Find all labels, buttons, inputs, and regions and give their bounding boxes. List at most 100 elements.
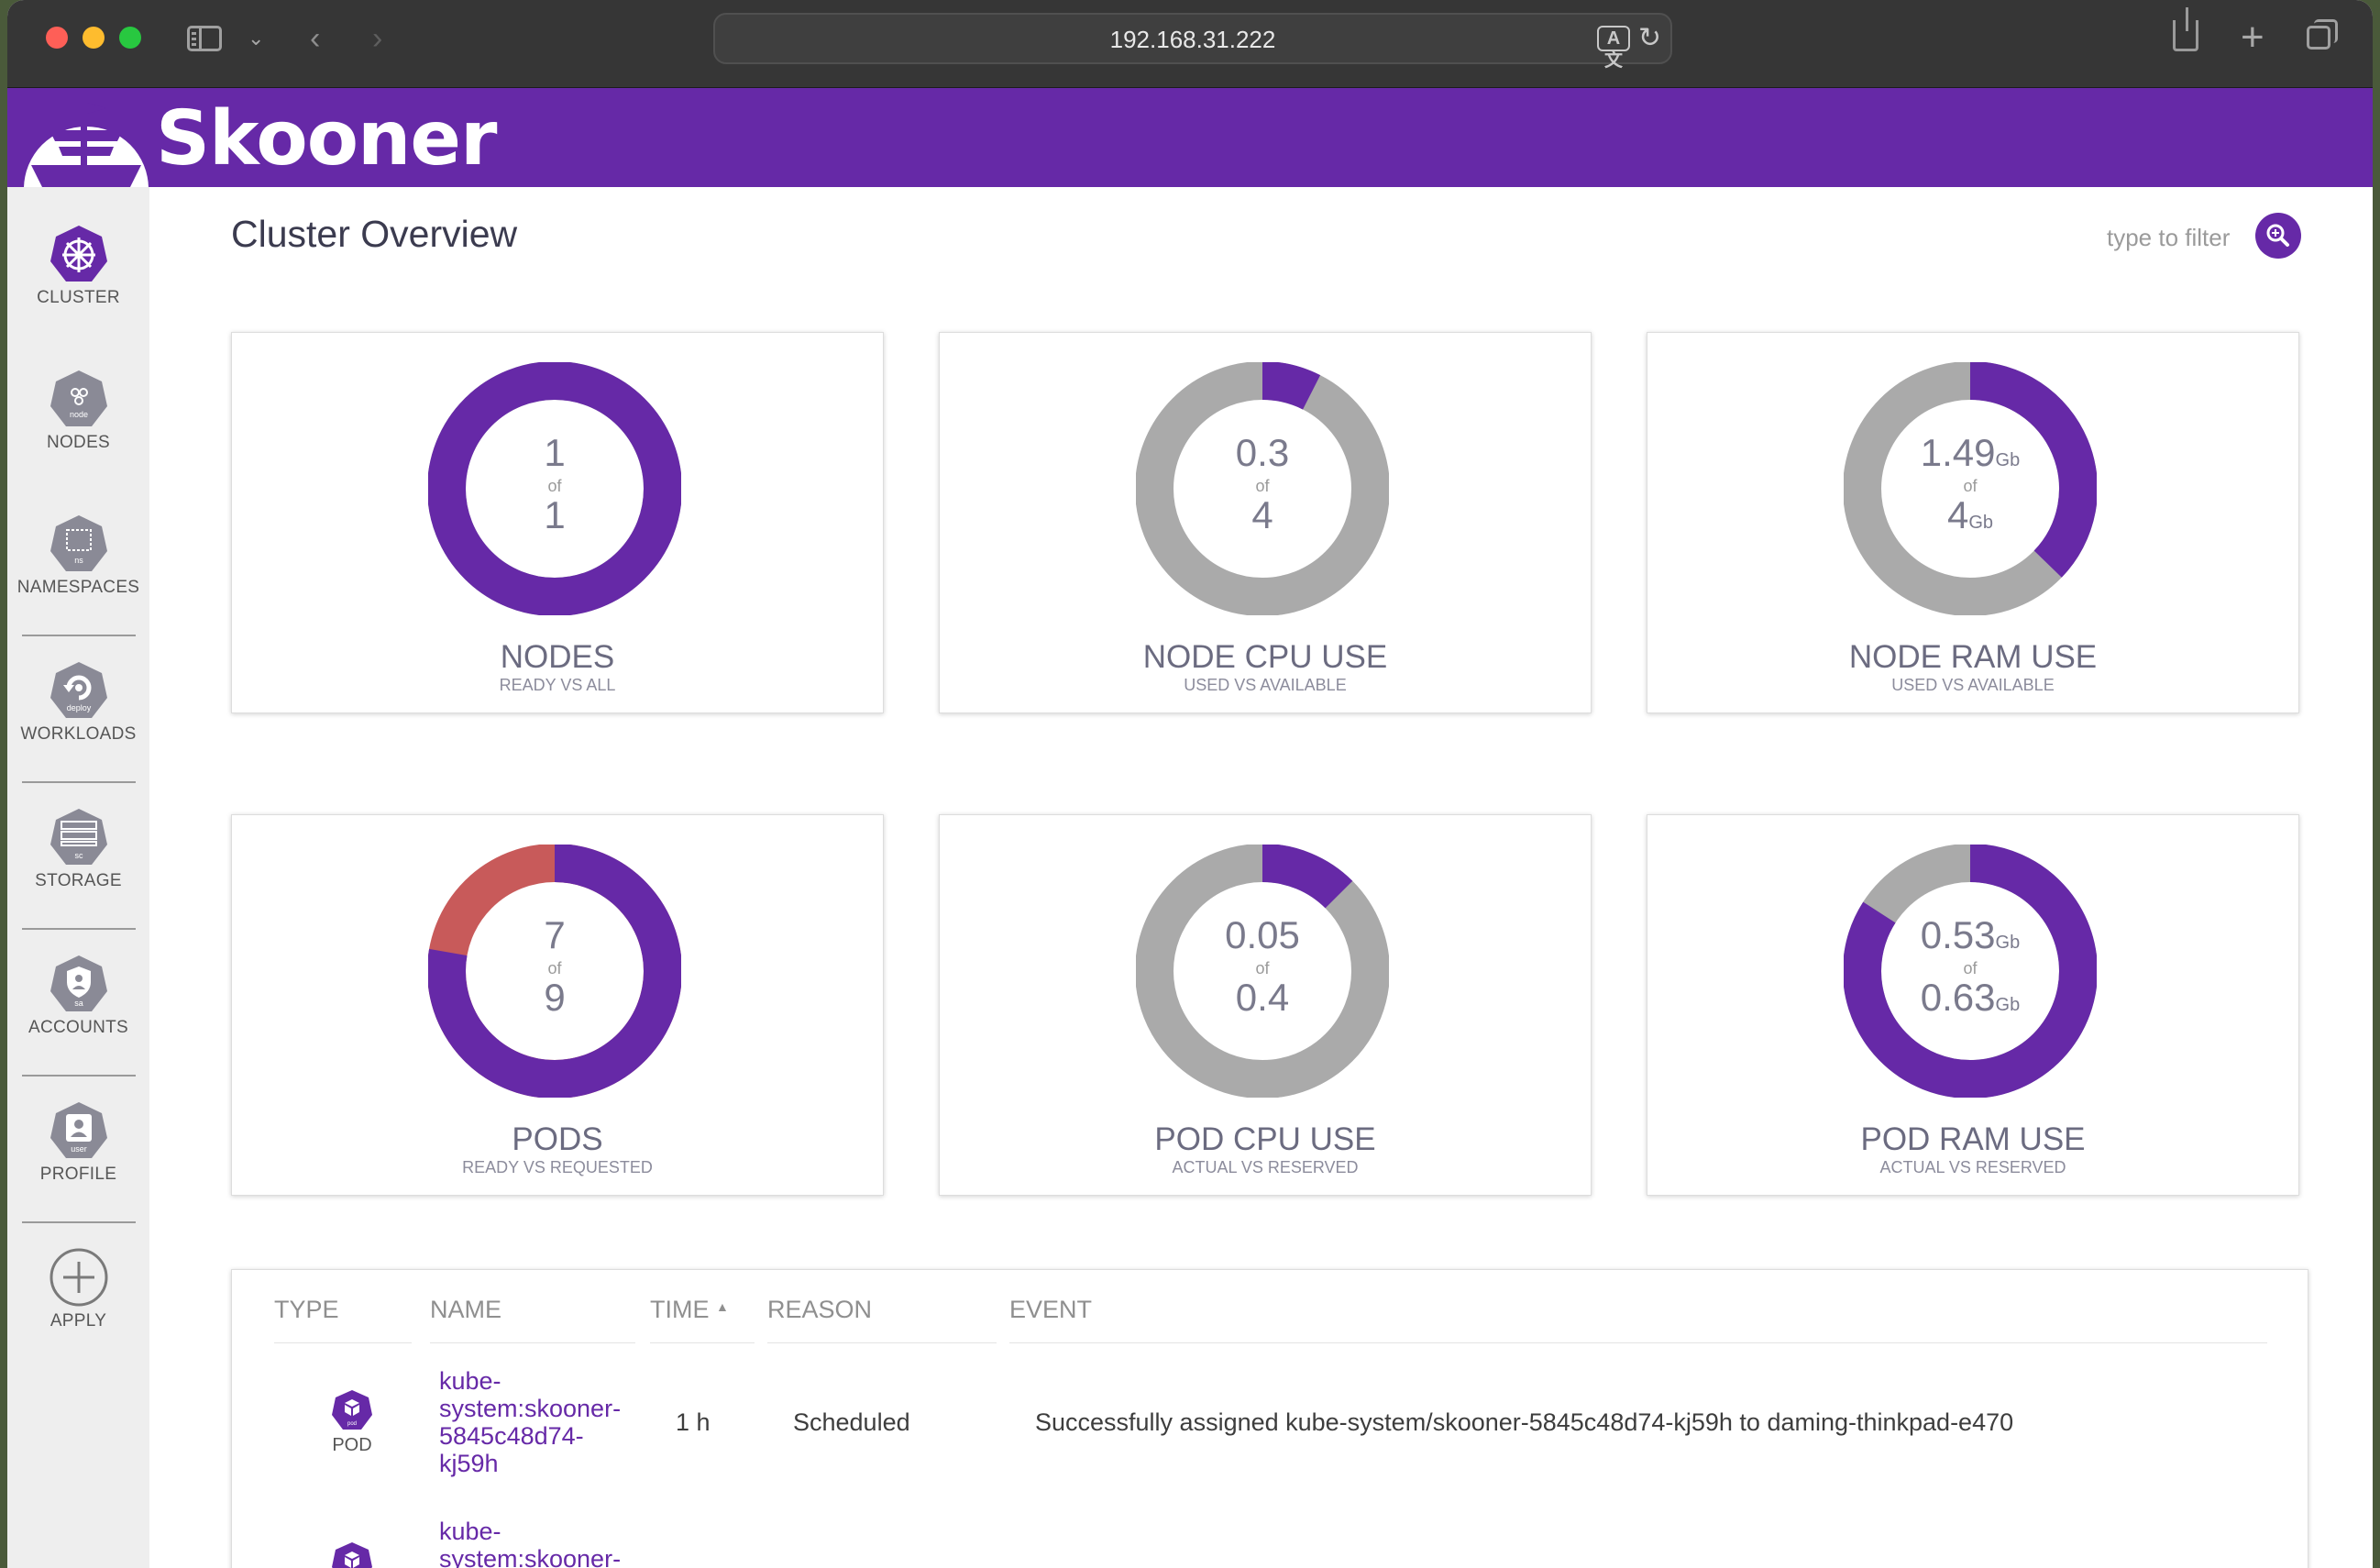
nav-label-apply: APPLY <box>50 1311 107 1331</box>
svg-text:pod: pod <box>347 1421 357 1427</box>
event-reason: Scheduled <box>793 1408 910 1436</box>
share-icon[interactable] <box>2173 7 2198 51</box>
card-value-top: 0.3 <box>1235 431 1290 474</box>
event-object-name-line: 5845c48d74- <box>439 1422 584 1450</box>
card-title: NODE CPU USE <box>1142 639 1388 675</box>
sort-ascending-icon: ▲ <box>716 1299 729 1314</box>
forward-arrow-icon[interactable]: › <box>372 21 383 56</box>
nav-item-nodes[interactable]: node NODES <box>7 369 149 453</box>
donut-values: 1 of 1 <box>428 362 681 615</box>
skooner-logo-icon[interactable] <box>22 94 150 187</box>
donut-used-arc <box>428 845 681 1098</box>
nav-item-accounts[interactable]: sa ACCOUNTS <box>7 954 149 1038</box>
card-unit: Gb <box>1968 513 1994 533</box>
nav-item-workloads[interactable]: deploy WORKLOADS <box>7 660 149 745</box>
event-object-name-line: system:skooner- <box>439 1395 622 1422</box>
column-header-time[interactable]: TIME ▲ <box>650 1296 755 1343</box>
search-button[interactable] <box>2255 213 2301 259</box>
minimize-window-button[interactable] <box>83 27 105 49</box>
donut-values: 0.3 of 4 <box>1136 362 1389 615</box>
deploy-icon: deploy <box>50 662 107 718</box>
card-node-ram[interactable]: 1.49Gb of 4Gb NODE RAM USE USED VS AVAIL… <box>1647 332 2299 713</box>
new-tab-icon[interactable]: + <box>2241 15 2264 60</box>
donut-values: 1.49Gb of 4Gb <box>1844 362 2097 615</box>
card-title: POD RAM USE <box>1860 1121 2086 1157</box>
back-arrow-icon[interactable]: ‹ <box>310 21 321 56</box>
nav-item-namespaces[interactable]: ns NAMESPACES <box>7 513 149 598</box>
maximize-window-button[interactable] <box>119 27 141 49</box>
service-account-icon: sa <box>50 955 107 1011</box>
pod-icon: pod <box>332 1390 372 1430</box>
card-value-bottom: 9 <box>544 976 566 1019</box>
nav-label-namespaces: NAMESPACES <box>17 578 140 597</box>
column-header-name[interactable]: NAME <box>430 1296 635 1343</box>
event-time: 1 h <box>676 1408 711 1436</box>
card-title: NODE RAM USE <box>1848 639 2098 675</box>
event-object-link[interactable]: kube- system:skooner- <box>439 1518 623 1568</box>
pod-icon <box>332 1542 372 1568</box>
card-nodes[interactable]: 1 of 1 NODES READY VS ALL <box>231 332 884 713</box>
kubernetes-wheel-icon <box>50 226 107 282</box>
user-icon: user <box>50 1102 107 1158</box>
card-of-label: of <box>547 477 562 495</box>
svg-text:ns: ns <box>74 556 83 565</box>
app-brand-name[interactable]: Skooner <box>156 95 497 182</box>
browser-window: ⌄ ‹ › 192.168.31.222 A文 ↻ + Skooner <box>7 0 2373 1568</box>
nav-item-cluster[interactable]: CLUSTER <box>7 224 149 308</box>
event-object-name-line: kube- <box>439 1518 501 1545</box>
card-value-bottom: 1 <box>544 493 566 536</box>
node-ram-donut-chart <box>1844 362 2097 615</box>
card-subtitle: USED VS AVAILABLE <box>1184 676 1347 694</box>
card-title: NODES <box>500 639 615 675</box>
card-value-top: 1.49 <box>1920 431 1996 474</box>
nav-label-profile: PROFILE <box>39 1165 117 1184</box>
column-header-label: TYPE <box>274 1296 339 1323</box>
plus-circle-icon <box>50 1248 107 1307</box>
close-window-button[interactable] <box>46 27 68 49</box>
card-value-bottom: 0.63 <box>1920 976 1996 1019</box>
column-header-label: TIME <box>650 1296 710 1323</box>
address-bar[interactable]: 192.168.31.222 A文 ↻ <box>713 13 1672 71</box>
column-header-label: NAME <box>430 1296 502 1323</box>
pod-ram-donut-chart <box>1844 845 2097 1098</box>
card-value-top: 0.53 <box>1920 913 1996 956</box>
app-header: Skooner <box>7 88 2373 187</box>
column-header-event[interactable]: EVENT <box>1009 1296 2267 1343</box>
event-object-link[interactable]: kube- system:skooner- 5845c48d74- kj59h <box>439 1367 623 1477</box>
column-header-label: REASON <box>767 1296 873 1323</box>
nav-item-apply[interactable]: APPLY <box>7 1247 149 1331</box>
card-unit: Gb <box>1995 933 2021 953</box>
nav-divider <box>22 1221 136 1223</box>
nav-item-storage[interactable]: sc STORAGE <box>7 807 149 891</box>
card-pod-cpu[interactable]: 0.05 of 0.4 POD CPU USE ACTUAL VS RESERV… <box>939 814 1592 1196</box>
column-header-type[interactable]: TYPE <box>274 1296 412 1343</box>
reload-icon[interactable]: ↻ <box>1637 23 1661 53</box>
card-of-label: of <box>1963 959 1978 977</box>
column-header-reason[interactable]: REASON <box>767 1296 997 1343</box>
url-text: 192.168.31.222 <box>1109 26 1276 53</box>
card-node-cpu[interactable]: 0.3 of 4 NODE CPU USE USED VS AVAILABLE <box>939 332 1592 713</box>
nav-divider <box>22 1075 136 1077</box>
svg-text:sa: sa <box>74 999 83 1008</box>
nav-item-profile[interactable]: user PROFILE <box>7 1100 149 1185</box>
donut-used-arc <box>1262 362 1321 410</box>
donut-used-arc <box>1969 362 2097 578</box>
card-pods[interactable]: 7 of 9 PODS READY VS REQUESTED <box>231 814 884 1196</box>
events-table: TYPE NAME TIME ▲ REASON EVENT pod POD ku… <box>231 1269 2308 1568</box>
card-subtitle: READY VS ALL <box>499 676 616 694</box>
translate-icon[interactable]: A文 <box>1597 26 1630 71</box>
card-pod-ram[interactable]: 0.53Gb of 0.63Gb POD RAM USE ACTUAL VS R… <box>1647 814 2299 1196</box>
nav-divider <box>22 928 136 930</box>
filter-input[interactable]: type to filter <box>2107 224 2231 251</box>
card-value-top: 1 <box>544 431 566 474</box>
svg-text:sc: sc <box>74 851 83 860</box>
node-cpu-donut-chart <box>1136 362 1389 615</box>
tab-overview-icon[interactable] <box>2307 19 2338 50</box>
chevron-down-icon[interactable]: ⌄ <box>248 27 265 50</box>
nodes-donut-chart <box>428 362 681 615</box>
sidebar-toggle-icon[interactable] <box>187 26 222 51</box>
donut-used-arc <box>1262 845 1353 909</box>
card-value-bottom: 4 <box>1946 493 1969 536</box>
card-of-label: of <box>547 959 562 977</box>
search-icon <box>2266 224 2289 247</box>
